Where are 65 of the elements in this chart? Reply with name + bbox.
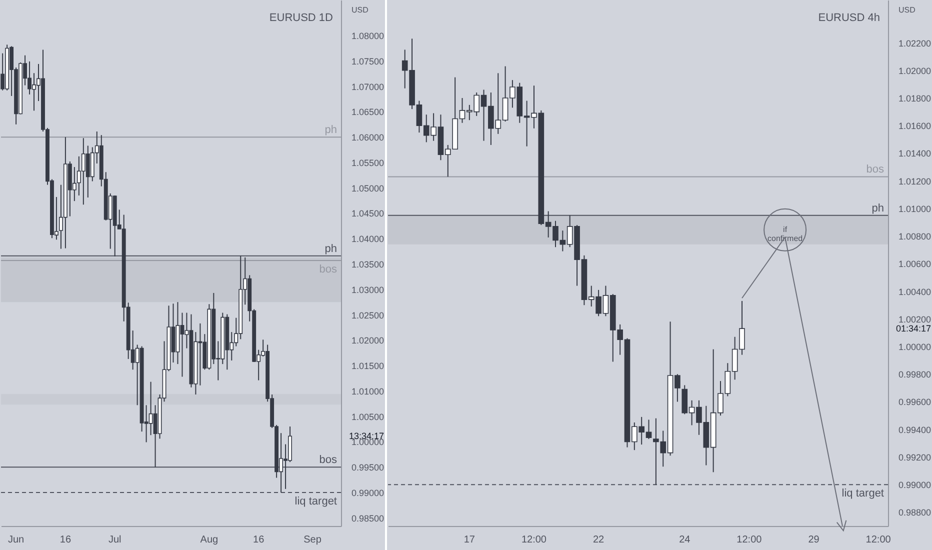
x-tick-label: 12:00 bbox=[866, 534, 892, 546]
y-tick-label: 1.01600 bbox=[898, 121, 932, 132]
annotation: if confirmed bbox=[767, 224, 803, 243]
y-tick-label: 1.02200 bbox=[898, 38, 932, 48]
y-tick-label: 1.00000 bbox=[898, 342, 932, 352]
ref-line-label: liq target bbox=[842, 488, 884, 500]
ref-line-label: ph bbox=[872, 202, 884, 214]
y-tick-label: 1.08000 bbox=[352, 31, 384, 42]
y-tick-label: 1.01000 bbox=[898, 204, 932, 214]
y-tick-label: 0.99800 bbox=[898, 370, 932, 380]
y-tick-label: 0.99500 bbox=[352, 462, 384, 473]
y-tick-label: 1.01400 bbox=[898, 148, 932, 159]
y-tick-label: 1.06000 bbox=[352, 132, 384, 143]
y-axis-title: USD bbox=[352, 6, 369, 14]
y-tick-label: 1.00400 bbox=[898, 286, 932, 297]
x-tick-label: 17 bbox=[464, 534, 476, 546]
text: EURUSD 4h bbox=[818, 12, 880, 24]
candlestick bbox=[72, 166, 76, 202]
y-tick-label: 0.98500 bbox=[352, 513, 384, 524]
y-tick-label: 1.04000 bbox=[352, 234, 384, 244]
ref-line-label: liq target bbox=[294, 495, 337, 508]
x-tick-label: 12:00 bbox=[736, 534, 762, 546]
y-tick-label: 0.99200 bbox=[898, 452, 932, 462]
y-tick-label: 1.07500 bbox=[352, 56, 384, 66]
candlestick bbox=[180, 312, 184, 378]
x-tick-label: Sep bbox=[304, 534, 322, 546]
ref-line-label: ph bbox=[324, 124, 337, 136]
y-tick-label: 1.04500 bbox=[352, 208, 384, 219]
y-tick-label: 1.00200 bbox=[898, 314, 932, 324]
x-tick-label: Jun bbox=[8, 534, 24, 546]
y-tick-label: 0.99000 bbox=[352, 488, 384, 498]
y-tick-label: 1.00600 bbox=[898, 259, 932, 270]
y-tick-label: 0.98800 bbox=[898, 508, 932, 518]
text: EURUSD 1D bbox=[269, 12, 334, 24]
y-tick-label: 1.01800 bbox=[898, 94, 932, 104]
x-tick-label: 22 bbox=[592, 534, 605, 546]
y-tick-label: 1.00800 bbox=[898, 232, 932, 242]
text: 01:34:17 bbox=[896, 324, 932, 334]
y-tick-label: 1.03000 bbox=[352, 284, 384, 295]
y-tick-label: 1.06500 bbox=[352, 107, 384, 118]
y-tick-label: 1.02000 bbox=[898, 66, 932, 76]
y-tick-label: 1.02500 bbox=[352, 310, 384, 320]
y-tick-label: 1.00500 bbox=[352, 412, 384, 422]
ref-line-label: bos bbox=[319, 454, 338, 466]
ref-line-label: ph bbox=[324, 242, 337, 255]
x-tick-label: 24 bbox=[679, 534, 691, 546]
x-tick-label: Aug bbox=[200, 534, 218, 546]
y-tick-label: 1.01500 bbox=[352, 361, 384, 372]
x-tick-label: Jul bbox=[108, 534, 122, 546]
y-tick-label: 1.05000 bbox=[352, 183, 384, 194]
y-axis-title: USD bbox=[898, 6, 916, 14]
ref-line-label: bos bbox=[866, 164, 884, 176]
y-tick-label: 1.03500 bbox=[352, 260, 384, 270]
y-tick-label: 1.01000 bbox=[352, 386, 384, 396]
y-tick-label: 0.99600 bbox=[898, 397, 932, 408]
x-tick-label: 29 bbox=[808, 534, 820, 546]
y-tick-label: 0.99000 bbox=[898, 480, 932, 490]
y-tick-label: 1.05500 bbox=[352, 158, 384, 168]
y-tick-label: 1.07000 bbox=[352, 82, 384, 92]
x-tick-label: 16 bbox=[253, 534, 265, 546]
y-tick-label: 0.99400 bbox=[898, 424, 932, 435]
x-tick-label: 16 bbox=[60, 534, 72, 546]
y-tick-label: 1.02000 bbox=[352, 336, 384, 346]
x-tick-label: 12:00 bbox=[521, 534, 547, 546]
y-tick-label: 1.01200 bbox=[898, 176, 932, 186]
